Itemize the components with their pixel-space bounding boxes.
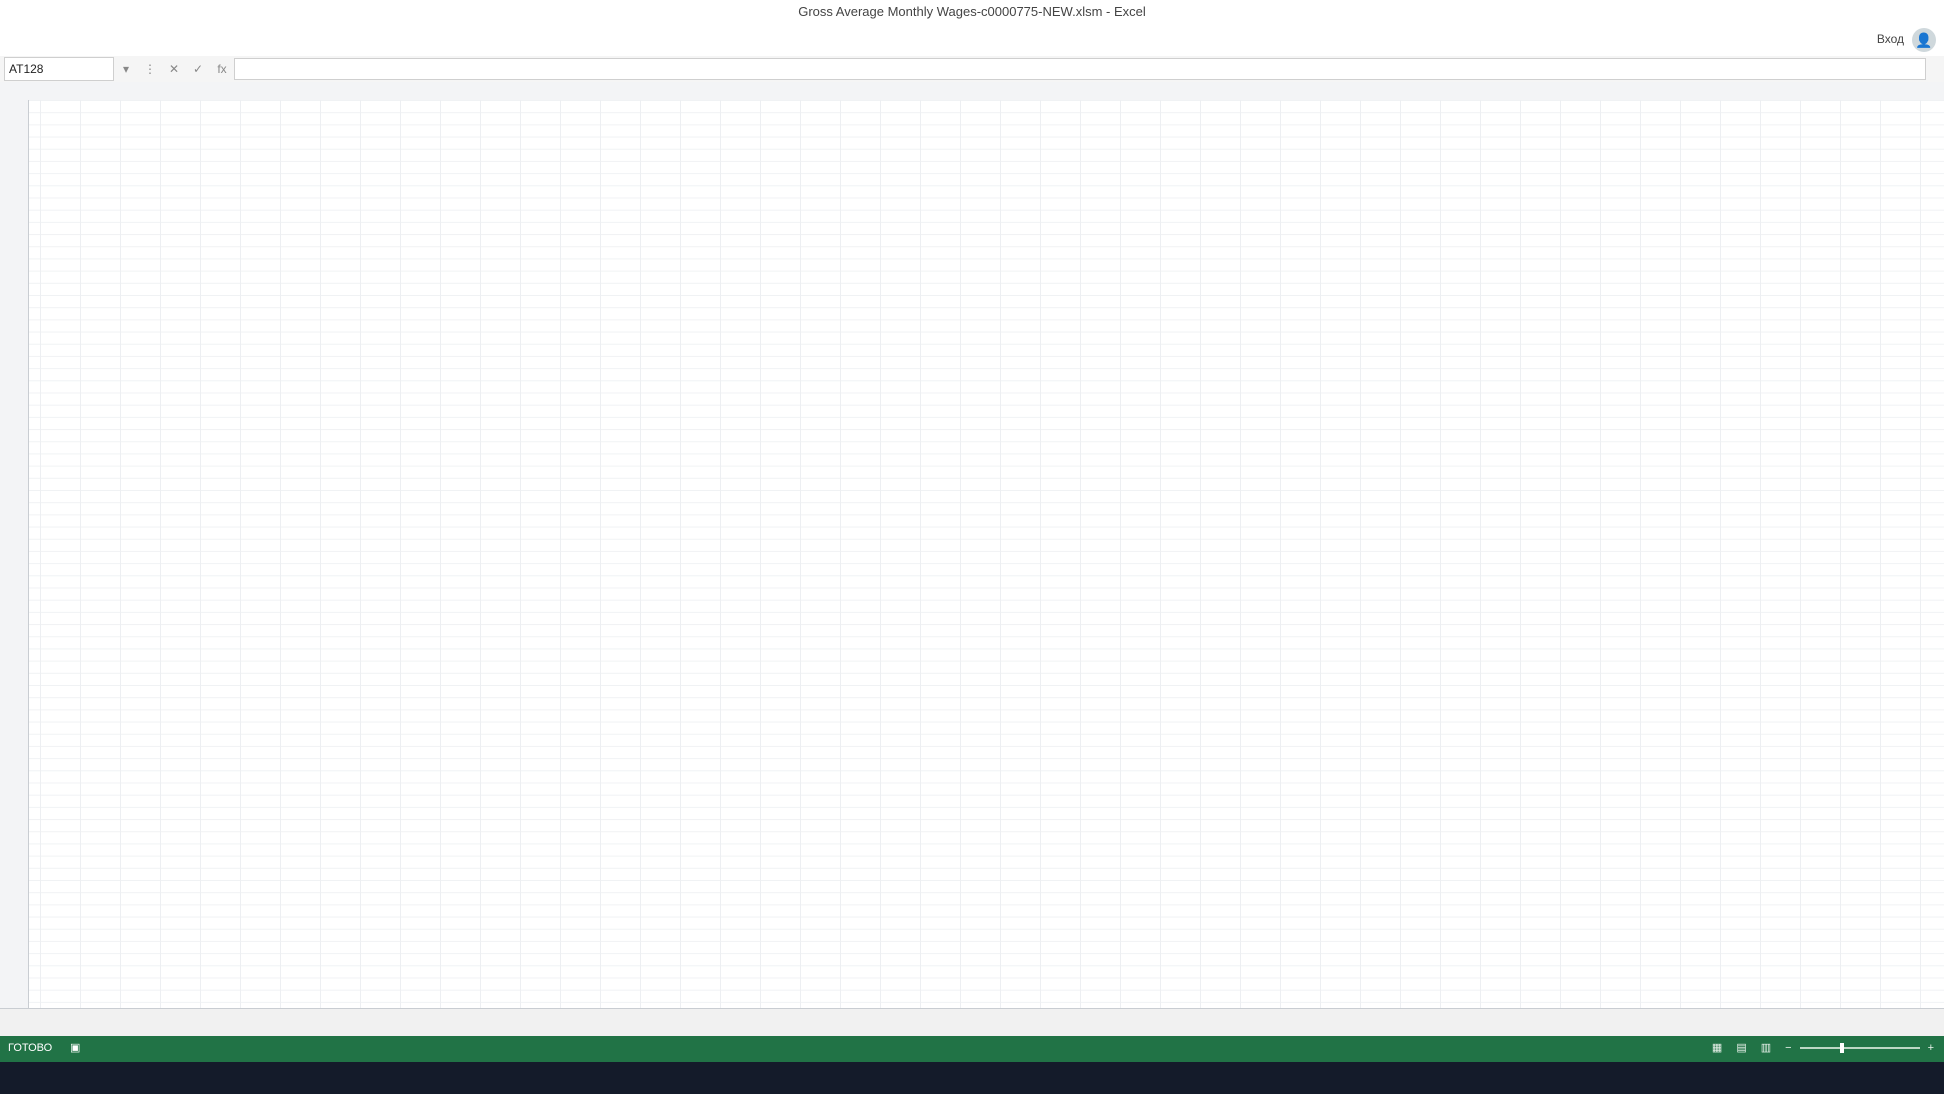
fx-icon[interactable]: fx <box>217 62 227 76</box>
window-title: Gross Average Monthly Wages-c0000775-NEW… <box>798 4 1146 19</box>
view-layout-icon[interactable]: ▤ <box>1736 1042 1747 1054</box>
zoom-out-button[interactable]: − <box>1785 1041 1792 1054</box>
formula-bar: ▾ ⋮ ✕ ✓ fx <box>0 56 1944 83</box>
zoom-controls[interactable]: ▦ ▤ ▥ − + <box>1711 1041 1934 1055</box>
enter-icon[interactable]: ✓ <box>192 62 204 76</box>
name-box[interactable] <box>4 57 114 81</box>
title-bar: Gross Average Monthly Wages-c0000775-NEW… <box>0 0 1944 27</box>
status-bar: ГОТОВО ▣ ▦ ▤ ▥ − + <box>0 1036 1944 1062</box>
sheet-area[interactable] <box>0 100 1944 1008</box>
cancel-icon[interactable]: ✕ <box>168 62 180 76</box>
zoom-in-button[interactable]: + <box>1927 1041 1934 1054</box>
windows-taskbar <box>0 1062 1944 1094</box>
view-normal-icon[interactable]: ▦ <box>1711 1042 1723 1054</box>
view-break-icon[interactable]: ▥ <box>1760 1042 1772 1054</box>
macro-record-icon[interactable]: ▣ <box>70 1042 81 1054</box>
separator: ⋮ <box>144 62 156 76</box>
sheet-content[interactable] <box>28 100 1944 1008</box>
row-headers[interactable] <box>0 100 29 1008</box>
column-headers[interactable] <box>0 82 1944 101</box>
ready-status: ГОТОВО <box>8 1042 53 1054</box>
namebox-dropdown-icon[interactable]: ▾ <box>122 62 130 76</box>
formula-input[interactable] <box>234 58 1926 80</box>
zoom-slider[interactable] <box>1799 1042 1920 1053</box>
signin-label[interactable]: Вход <box>1876 32 1904 46</box>
sheet-tabs-bar <box>0 1008 1944 1037</box>
avatar[interactable]: 👤 <box>1912 28 1936 52</box>
ribbon-tabs: Вход 👤 <box>0 26 1944 57</box>
